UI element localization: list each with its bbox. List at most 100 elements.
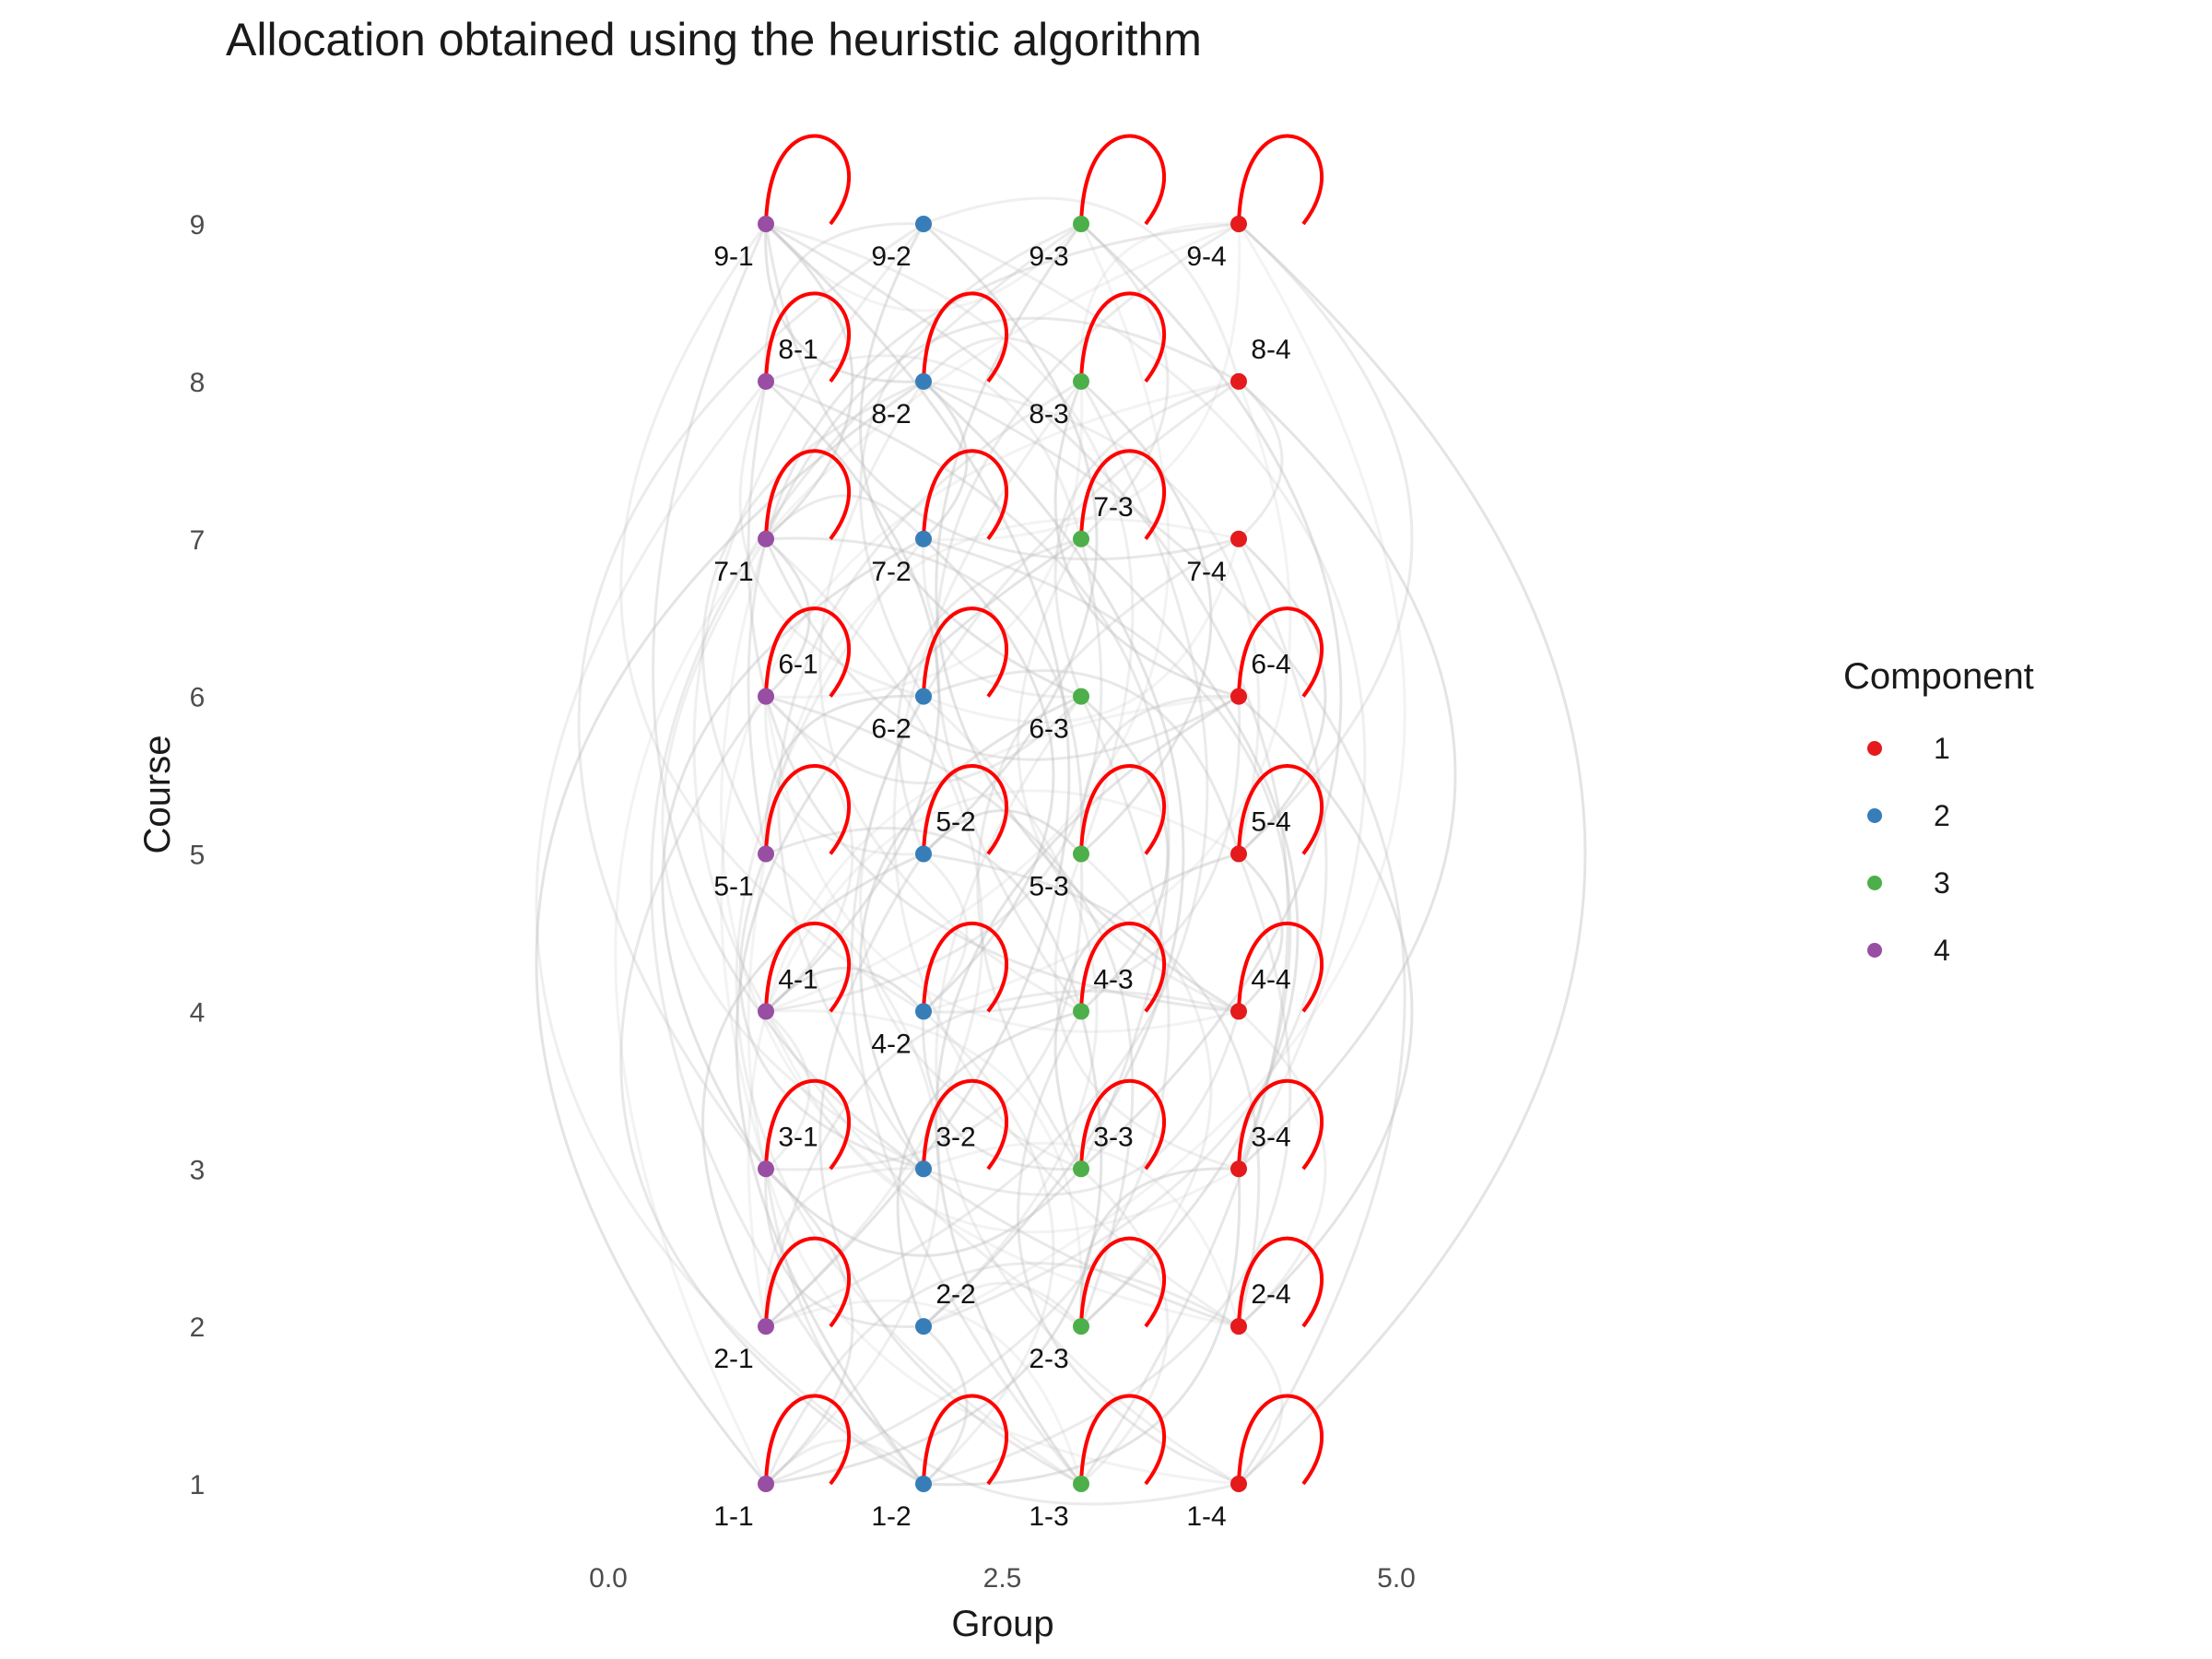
node-label-layer: 1-1 1-2 1-3 1-4 2-1 2-2 2-3 2-4 3-1 3-2 3-3 3-4 4-1 4… (713, 241, 1290, 1532)
node-3-1 (758, 1160, 774, 1178)
node-label: 6-4 (1251, 650, 1290, 680)
edge (764, 1168, 854, 1486)
legend-key-2 (1867, 808, 1882, 823)
self-loop-1-1 (764, 1394, 852, 1486)
self-loop-2-3 (1079, 1236, 1167, 1328)
edge (923, 223, 1241, 542)
edge (1079, 222, 1170, 540)
edge (765, 380, 1171, 1170)
edge (764, 222, 924, 382)
y-tick-label: 3 (190, 1155, 206, 1185)
edge (764, 537, 811, 698)
edge (764, 989, 1240, 1327)
edge (859, 223, 1082, 698)
node-4-4 (1230, 1003, 1247, 1020)
node-7-4 (1230, 530, 1247, 547)
node-4-1 (758, 1003, 774, 1020)
y-tick-label: 7 (190, 525, 206, 556)
edge (1079, 537, 1300, 1328)
edge (764, 696, 1240, 1033)
x-axis-label: Group (951, 1604, 1053, 1644)
node-label: 9-1 (713, 241, 753, 272)
edge (765, 222, 1135, 855)
edge (764, 1168, 1083, 1257)
edge (764, 1262, 1240, 1485)
edge (764, 537, 984, 1328)
edge (765, 1299, 1083, 1485)
edge (922, 1325, 969, 1486)
edge (1079, 1167, 1240, 1327)
edge (1237, 380, 1284, 540)
edge (923, 222, 1367, 1170)
edge (1079, 380, 1213, 855)
node-9-4 (1230, 216, 1247, 232)
edge (922, 537, 1055, 1013)
node-6-4 (1230, 688, 1247, 705)
edge (922, 1281, 1083, 1328)
y-tick-label: 8 (190, 368, 206, 398)
edge (764, 222, 1083, 312)
edge (614, 222, 1240, 1485)
self-loop-5-3 (1079, 763, 1167, 855)
node-label: 6-2 (871, 714, 911, 745)
edge (764, 1169, 924, 1329)
node-label: 5-1 (713, 872, 753, 902)
node-label: 1-2 (871, 1501, 911, 1532)
edge (652, 223, 1240, 1328)
edge (859, 695, 1082, 1171)
node-7-2 (915, 530, 932, 547)
node-8-1 (758, 372, 774, 390)
node-1-3 (1073, 1476, 1089, 1492)
edge (765, 827, 1083, 1012)
node-6-1 (758, 688, 774, 705)
node-6-2 (915, 688, 932, 705)
node-1-4 (1230, 1476, 1247, 1492)
edge (850, 380, 1240, 1485)
self-loop-5-4 (1237, 763, 1324, 855)
edge (764, 222, 1071, 1328)
edge (1237, 222, 1587, 1486)
self-loop-4-2 (922, 921, 1009, 1013)
node-7-3 (1073, 530, 1089, 547)
node-4-3 (1073, 1003, 1089, 1020)
edge (650, 222, 1082, 1485)
edge (1017, 1010, 1240, 1486)
edge (923, 381, 1292, 1013)
x-tick-label: 2.5 (983, 1563, 1022, 1594)
node-1-2 (915, 1476, 932, 1492)
legend: Component 1 2 3 4 (1843, 656, 2034, 967)
node-label: 8-1 (778, 335, 818, 365)
self-loop-8-1 (764, 291, 852, 383)
node-label: 7-2 (871, 557, 911, 587)
chart-title: Allocation obtained using the heuristic … (226, 14, 1202, 65)
edge (923, 696, 1241, 1014)
node-label: 8-3 (1029, 399, 1068, 429)
node-label: 2-2 (935, 1279, 975, 1310)
node-label: 6-3 (1029, 714, 1068, 745)
node-7-1 (758, 530, 774, 547)
self-loop-7-1 (764, 449, 852, 540)
node-3-3 (1073, 1160, 1089, 1178)
node-label: 1-1 (713, 1501, 753, 1532)
edge (1237, 380, 1457, 1171)
edge (922, 1010, 1055, 1486)
edge (701, 380, 924, 855)
edge (764, 494, 925, 540)
node-4-2 (915, 1003, 932, 1020)
edge (1237, 537, 1327, 855)
y-tick-label: 6 (190, 683, 206, 713)
edge (923, 380, 1261, 854)
edge (765, 381, 1084, 699)
edge (577, 222, 924, 1171)
edge (765, 695, 1135, 1327)
legend-label-4: 4 (1934, 934, 1950, 967)
legend-label-3: 3 (1934, 866, 1950, 900)
edge-layer (535, 196, 1587, 1506)
edge (1237, 695, 1414, 1328)
node-label: 7-1 (713, 557, 753, 587)
y-tick-label: 9 (190, 210, 206, 241)
edge (1053, 380, 1240, 698)
edge (765, 354, 1083, 540)
y-tick-label: 2 (190, 1312, 206, 1343)
edge (818, 853, 1082, 1486)
